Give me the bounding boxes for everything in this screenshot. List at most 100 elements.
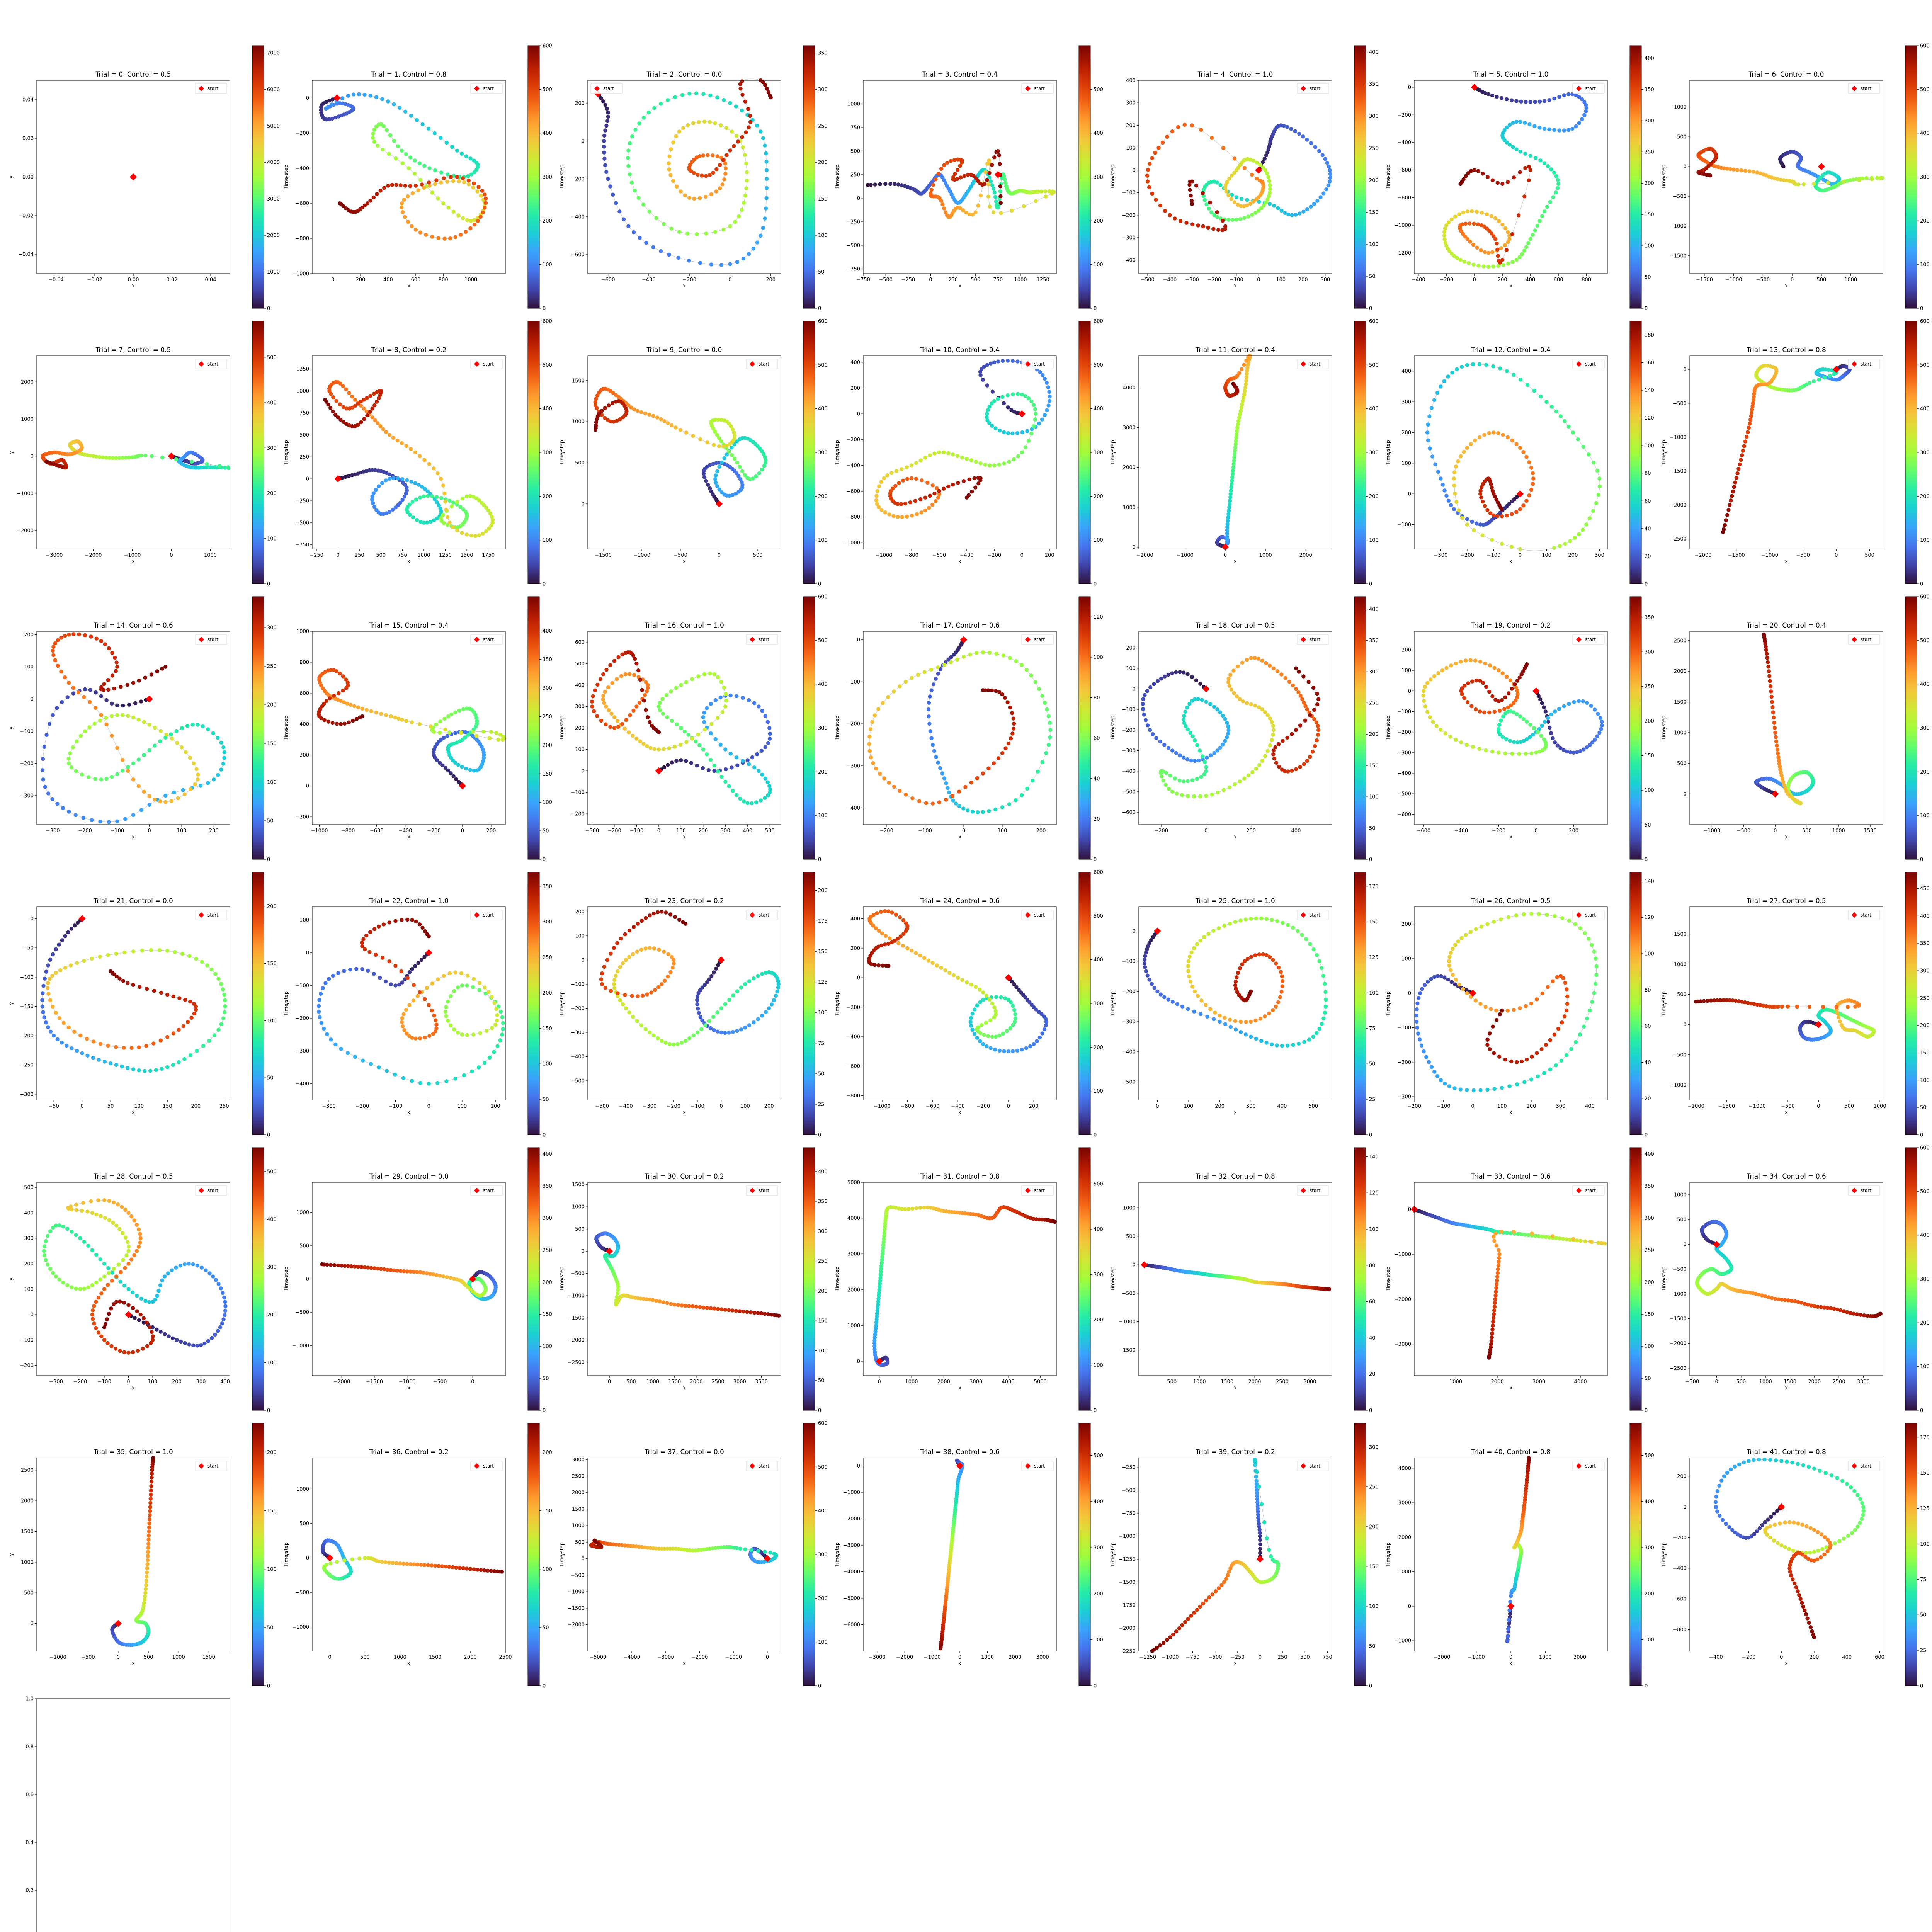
trajectory-point bbox=[1046, 743, 1051, 747]
start-marker bbox=[1255, 167, 1262, 174]
trajectory-point bbox=[221, 1016, 226, 1020]
trajectory-point bbox=[914, 461, 918, 465]
trajectory-point bbox=[675, 722, 679, 726]
trajectory-point bbox=[344, 422, 349, 426]
trajectory-point bbox=[1195, 777, 1199, 781]
trajectory-point bbox=[460, 983, 464, 988]
trajectory-point bbox=[1490, 694, 1495, 699]
trajectory-point bbox=[927, 714, 931, 719]
x-tick-label: −1000 bbox=[633, 553, 650, 558]
trajectory-point bbox=[990, 1035, 994, 1039]
trajectory-point bbox=[1768, 684, 1773, 689]
trajectory-point bbox=[1529, 488, 1534, 492]
trajectory-point bbox=[968, 652, 972, 657]
trajectory-point bbox=[1216, 228, 1221, 232]
trajectory-point bbox=[185, 1020, 190, 1024]
colorbar-tick-label: 7000 bbox=[267, 50, 280, 56]
trajectory-point bbox=[1546, 716, 1550, 720]
trajectory-point bbox=[179, 745, 184, 750]
trajectory-point bbox=[1166, 672, 1170, 677]
axes-frame bbox=[36, 631, 230, 825]
trajectory-point bbox=[651, 245, 655, 250]
trajectory-point bbox=[990, 389, 995, 394]
trajectory-point bbox=[967, 477, 971, 482]
trajectory-point bbox=[757, 471, 762, 476]
trajectory-point bbox=[609, 951, 613, 956]
y-tick-label: −300 bbox=[1397, 750, 1411, 756]
trajectory-point bbox=[1315, 692, 1319, 696]
trajectory-point bbox=[720, 182, 724, 187]
x-tick-label: 200 bbox=[764, 1104, 774, 1109]
trajectory-point bbox=[1577, 121, 1582, 125]
trajectory-point bbox=[1477, 435, 1482, 440]
trajectory-point bbox=[1156, 146, 1161, 150]
trajectory-point bbox=[469, 172, 474, 177]
trajectory-point bbox=[1461, 210, 1466, 215]
y-axis-label: y bbox=[835, 451, 841, 454]
trajectory-point bbox=[147, 723, 151, 727]
trajectory-point bbox=[1492, 430, 1496, 435]
trajectory-point bbox=[743, 193, 748, 198]
x-tick-label: 200 bbox=[491, 1104, 500, 1109]
trajectory-point bbox=[71, 745, 75, 750]
start-marker bbox=[334, 475, 342, 483]
trajectory-point bbox=[1531, 471, 1535, 476]
trajectory-point bbox=[1312, 707, 1316, 712]
y-axis-label: y bbox=[835, 175, 841, 179]
trajectory-point bbox=[187, 954, 192, 958]
trajectory-point bbox=[1270, 720, 1274, 724]
x-tick-label: 100 bbox=[457, 1104, 467, 1109]
trajectory-point bbox=[743, 1026, 747, 1030]
colorbar-tick-label: 100 bbox=[818, 537, 828, 543]
trajectory-point bbox=[1175, 791, 1179, 796]
x-tick-label: −300 bbox=[1185, 277, 1199, 283]
trajectory-point bbox=[1501, 263, 1505, 267]
colorbar-tick-label: 300 bbox=[1094, 175, 1103, 180]
trajectory-point bbox=[623, 993, 627, 997]
trajectory-point bbox=[740, 92, 745, 97]
trajectory-point bbox=[492, 1001, 497, 1005]
trajectory-point bbox=[1481, 172, 1485, 176]
y-tick-label: −400 bbox=[571, 1054, 585, 1060]
trajectory-point bbox=[393, 505, 398, 510]
x-tick-label: 300 bbox=[1595, 553, 1604, 558]
trajectory-point bbox=[1515, 712, 1519, 716]
trajectory-point bbox=[692, 171, 696, 175]
trajectory-point bbox=[646, 111, 651, 115]
subplot-title: Trial = 7, Control = 0.5 bbox=[95, 346, 171, 354]
trajectory-point bbox=[700, 173, 704, 178]
trajectory-point bbox=[942, 206, 946, 211]
trajectory-point bbox=[142, 789, 146, 794]
trajectory-point bbox=[976, 204, 980, 208]
trajectory-point bbox=[619, 674, 624, 678]
trajectory-point bbox=[992, 463, 997, 468]
trajectory-point bbox=[684, 740, 689, 744]
trajectory-point bbox=[718, 163, 722, 167]
trajectory-line bbox=[42, 634, 225, 822]
trajectory-point bbox=[1243, 386, 1248, 390]
trajectory-point bbox=[1006, 741, 1011, 746]
x-tick-label: −2000 bbox=[1136, 553, 1153, 558]
trajectory-point bbox=[1144, 969, 1148, 973]
y-tick-label: 3000 bbox=[1123, 425, 1136, 431]
trajectory-point bbox=[892, 689, 896, 694]
trajectory-point bbox=[727, 784, 731, 788]
trajectory-point bbox=[701, 471, 706, 476]
trajectory-point bbox=[188, 1053, 193, 1058]
trajectory-point bbox=[1200, 698, 1204, 702]
trajectory-point bbox=[1315, 953, 1319, 957]
trajectory-point bbox=[1047, 390, 1051, 394]
trajectory-point bbox=[767, 784, 772, 788]
trajectory-point bbox=[1324, 187, 1328, 192]
y-tick-label: 400 bbox=[850, 360, 860, 366]
trajectory-point bbox=[928, 493, 932, 498]
x-tick-label: 500 bbox=[1865, 553, 1874, 558]
trajectory-point bbox=[415, 118, 419, 122]
trajectory-point bbox=[219, 982, 223, 986]
y-axis-label: y bbox=[9, 451, 14, 454]
trajectory-point bbox=[478, 981, 482, 985]
trajectory-point bbox=[612, 978, 617, 982]
trajectory-point bbox=[745, 801, 750, 805]
trajectory-point bbox=[1500, 542, 1504, 546]
